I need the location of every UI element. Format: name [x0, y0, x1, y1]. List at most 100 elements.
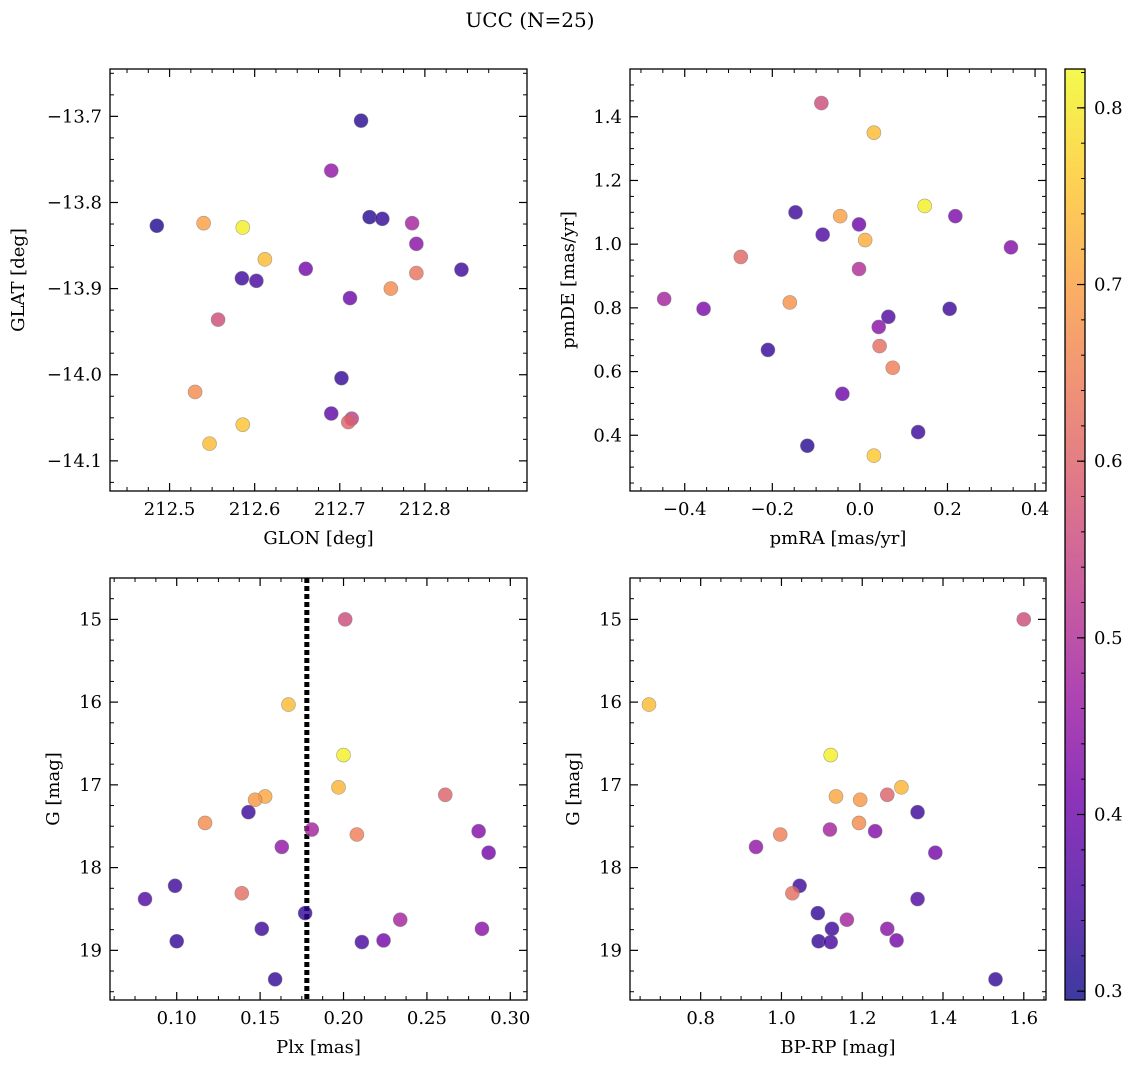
scatter-point [474, 921, 490, 937]
scatter-point [866, 125, 882, 140]
scatter-point [733, 249, 749, 265]
y-tick-label: −13.8 [47, 192, 102, 213]
x-axis-label: pmRA [mas/yr] [770, 528, 907, 549]
axes-frame [629, 68, 1047, 492]
scatter-point [375, 211, 390, 227]
scatter-point [760, 342, 776, 358]
colorbar-frame [1064, 68, 1086, 1001]
scatter-point [409, 265, 424, 281]
scatter-point [824, 921, 840, 937]
scatter-point [879, 787, 895, 803]
scatter-point [235, 417, 251, 432]
y-tick-label: −13.7 [47, 106, 102, 127]
scatter-point [910, 424, 926, 440]
scatter-point [835, 386, 850, 402]
colorbar-tick-label: 0.7 [1094, 275, 1123, 296]
scatter-point [337, 612, 353, 627]
colorbar-gradient-bar [1065, 69, 1085, 1000]
x-axis-label: BP-RP [mag] [780, 1037, 895, 1058]
scatter-point [885, 360, 901, 376]
scatter-point [149, 218, 165, 234]
scatter-point [785, 885, 800, 901]
colorbar: 0.3 0.4 0.5 0.6 0.7 0.8 [1064, 68, 1123, 1002]
y-tick-label: 0.4 [593, 425, 622, 446]
y-tick-label: 0.8 [593, 298, 622, 319]
axes-frame [109, 68, 528, 492]
y-axis-label: pmDE [mas/yr] [558, 211, 579, 349]
scatter-point [167, 878, 183, 894]
scatter-point [800, 438, 815, 454]
scatter-point [197, 815, 213, 831]
x-tick-label: 212.5 [144, 499, 196, 520]
panel-bottom-left: 0.10 0.15 0.20 0.25 0.30 15 16 17 18 19 Plx [mas] G… [43, 577, 530, 1058]
scatter-point [910, 891, 925, 907]
y-tick-label: 19 [79, 940, 102, 961]
scatter-point [828, 789, 844, 804]
scatter-point [641, 697, 657, 712]
scatter-point [656, 291, 672, 307]
scatter-point [323, 163, 339, 178]
y-tick-label: 0.6 [593, 362, 622, 383]
scatter-point [772, 827, 788, 842]
scatter-point [297, 905, 313, 921]
x-tick-label: 0.30 [490, 1008, 530, 1029]
scatter-point [298, 261, 314, 277]
x-tick-label: 0.10 [157, 1008, 197, 1029]
y-tick-label: −14.0 [47, 365, 102, 386]
scatter-point [437, 787, 453, 803]
scatter-point [304, 822, 320, 837]
x-tick-label: 0.20 [323, 1008, 363, 1029]
x-axis-label: Plx [mas] [276, 1037, 361, 1058]
axes-frame [109, 577, 528, 1001]
scatter-point [362, 209, 377, 225]
x-tick-label: 1.2 [848, 1008, 877, 1029]
scatter-point [247, 792, 263, 808]
y-axis-label: G [mag] [563, 752, 584, 825]
colorbar-tick-label: 0.5 [1094, 628, 1123, 649]
scatter-point [235, 220, 251, 235]
colorbar-tick-label: 0.3 [1094, 981, 1123, 1002]
y-tick-label: 15 [79, 609, 102, 630]
scatter-point [917, 198, 933, 214]
panel-bottom-right: 0.8 1.0 1.2 1.4 1.6 15 16 17 18 19 BP-RP [mag] G [m… [563, 577, 1047, 1058]
scatter-point [948, 208, 963, 224]
x-tick-label: 212.6 [229, 499, 281, 520]
scatter-point [353, 113, 369, 128]
scatter-point [1003, 240, 1019, 255]
scatter-point [823, 934, 839, 950]
colorbar-tick-label: 0.6 [1094, 451, 1123, 472]
scatter-point [814, 95, 829, 111]
scatter-point [241, 804, 256, 820]
x-tick-label: −0.2 [750, 499, 794, 520]
scatter-point [822, 822, 838, 837]
scatter-point [866, 448, 882, 463]
y-tick-label: −14.1 [47, 451, 102, 472]
y-tick-label: 18 [79, 858, 102, 879]
scatter-point [881, 309, 896, 325]
scatter-point [782, 295, 798, 310]
x-tick-label: 0.8 [686, 1008, 715, 1029]
x-tick-label: 0.2 [933, 499, 962, 520]
scatter-point [852, 792, 868, 808]
scatter-point [851, 217, 867, 232]
x-tick-label: 1.0 [767, 1008, 796, 1029]
scatter-point [376, 933, 391, 948]
y-tick-label: 1.0 [593, 234, 622, 255]
y-tick-label: 19 [599, 940, 622, 961]
x-tick-label: 1.4 [929, 1008, 958, 1029]
scatter-point [851, 815, 867, 831]
x-tick-label: 212.7 [314, 499, 366, 520]
scatter-point [788, 205, 803, 220]
scatter-point [696, 301, 711, 317]
y-tick-label: 16 [79, 692, 102, 713]
scatter-point [748, 839, 764, 855]
scatter-point [988, 972, 1003, 987]
scatter-point [942, 301, 957, 317]
x-tick-label: 0.15 [240, 1008, 280, 1029]
scatter-point [454, 262, 469, 277]
scatter-point [832, 208, 848, 224]
scatter-point [254, 921, 270, 937]
scatter-point [334, 370, 349, 386]
